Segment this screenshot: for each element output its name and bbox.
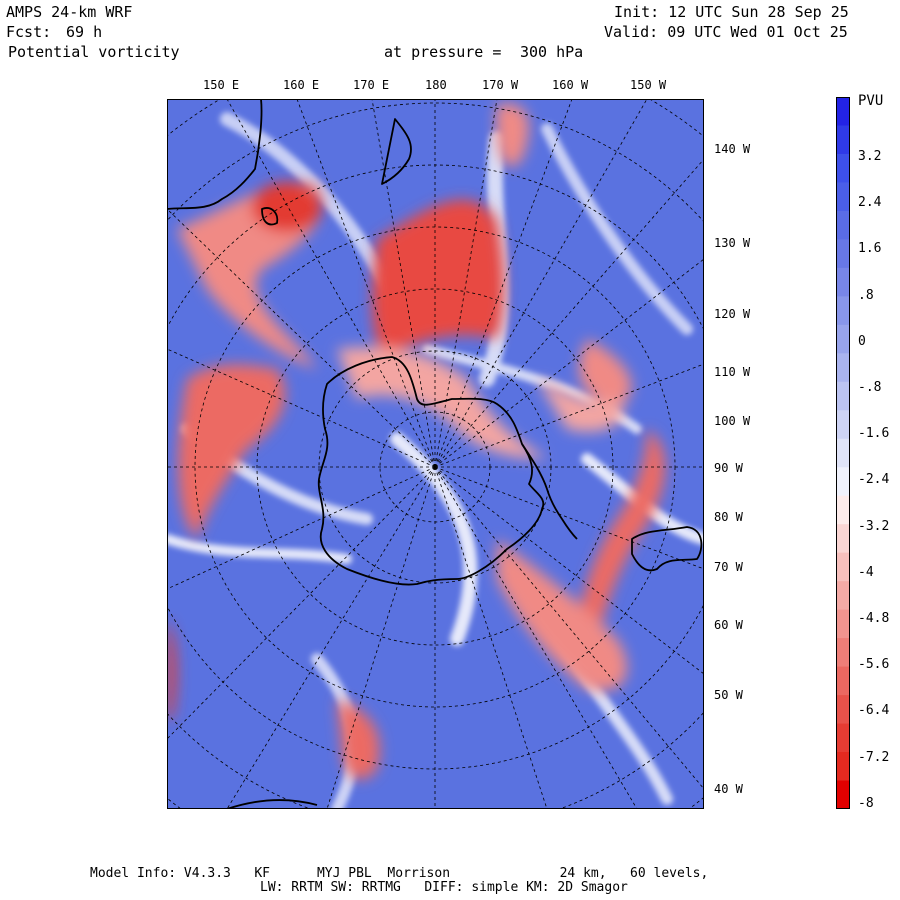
field-name: Potential vorticity (8, 43, 180, 61)
colorbar-swatch (836, 609, 850, 639)
coastlines (167, 99, 703, 809)
colorbar-swatch (836, 723, 850, 753)
colorbar-tick-label: -4.8 (858, 611, 890, 626)
africa-coast (226, 799, 318, 809)
colorbar-swatch (836, 780, 850, 809)
lon-label-right: 70 W (714, 560, 743, 574)
lon-label-top: 160 W (552, 78, 589, 92)
lon-label-right: 60 W (714, 618, 743, 632)
pv-high-anomalies (167, 103, 666, 780)
tasmania-coast (261, 207, 279, 226)
new-zealand-coast (381, 118, 412, 185)
colorbar-unit: PVU (858, 93, 884, 109)
colorbar-swatch (836, 296, 850, 326)
pressure-value: 300 hPa (520, 43, 584, 61)
map-frame (167, 99, 704, 809)
colorbar-swatch (836, 210, 850, 240)
colorbar-frame (836, 97, 850, 809)
colorbar-tick-label: -.8 (858, 380, 882, 395)
valid-time: Valid: 09 UTC Wed 01 Oct 25 (604, 23, 848, 41)
colorbar-swatch (836, 552, 850, 582)
colorbar (836, 97, 850, 809)
antarctic-peninsula-coast (521, 443, 578, 540)
colorbar-swatch (836, 752, 850, 782)
colorbar-tick-label: -7.2 (858, 749, 890, 765)
colorbar-tick-label: -8 (858, 795, 874, 811)
lon-label-top: 150 E (203, 78, 240, 92)
lon-label-right: 120 W (714, 307, 751, 321)
colorbar-swatch (836, 381, 850, 411)
init-time: Init: 12 UTC Sun 28 Sep 25 (614, 3, 849, 21)
colorbar-tick-label: -4 (858, 564, 874, 580)
lon-label-top: 180 (425, 78, 447, 92)
colorbar-swatch (836, 524, 850, 554)
colorbar-tick-label: -2.4 (858, 472, 890, 488)
lon-label-right: 130 W (714, 236, 751, 250)
colorbar-swatch (836, 467, 850, 497)
lon-label-right: 110 W (714, 365, 751, 379)
colorbar-tick-label: 1.6 (858, 241, 882, 257)
colorbar-swatch (836, 239, 850, 269)
colorbar-tick-label: -5.6 (858, 657, 890, 673)
colorbar-swatch (836, 495, 850, 525)
colorbar-swatch (836, 410, 850, 440)
lon-label-right: 90 W (714, 461, 743, 475)
antarctica-coast (317, 356, 545, 586)
colorbar-tick-label: 0 (858, 333, 866, 349)
colorbar-swatch (836, 353, 850, 383)
lon-label-right: 140 W (714, 142, 751, 156)
pv-map (167, 99, 704, 809)
lon-label-right: 40 W (714, 782, 743, 796)
colorbar-tick-label: -3.2 (858, 518, 890, 534)
lon-label-right: 100 W (714, 414, 751, 428)
lon-label-top: 160 E (283, 78, 320, 92)
colorbar-tick-label: -1.6 (858, 426, 890, 442)
colorbar-swatch (836, 666, 850, 696)
model-info-line1: Model Info: V4.3.3 KF MYJ PBL Morrison 2… (90, 866, 709, 881)
lon-label-top: 150 W (630, 78, 667, 92)
colorbar-swatch (836, 267, 850, 297)
colorbar-tick-label: 3.2 (858, 149, 882, 164)
colorbar-swatch (836, 125, 850, 155)
colorbar-swatch (836, 182, 850, 212)
lon-label-top: 170 W (482, 78, 519, 92)
model-title: AMPS 24-km WRF (6, 3, 133, 21)
colorbar-tick-label: .8 (858, 287, 874, 303)
pressure-label: at pressure = (384, 43, 502, 61)
colorbar-tick-label: 2.4 (858, 195, 882, 211)
lon-label-right: 50 W (714, 688, 743, 702)
colorbar-swatch (836, 581, 850, 611)
lon-label-right: 80 W (714, 510, 743, 524)
colorbar-swatch (836, 97, 850, 127)
model-info-line2: LW: RRTM SW: RRTMG DIFF: simple KM: 2D S… (260, 880, 628, 895)
south-america-coast (631, 526, 703, 572)
colorbar-swatch (836, 153, 850, 184)
forecast-label: Fcst: (6, 23, 52, 41)
colorbar-swatch (836, 438, 850, 468)
australia-coast (167, 99, 263, 210)
forecast-hours: 69 h (66, 23, 103, 41)
colorbar-swatch (836, 695, 850, 725)
colorbar-swatch (836, 324, 850, 354)
lon-label-top: 170 E (353, 78, 390, 92)
colorbar-tick-label: -6.4 (858, 703, 890, 719)
graticule (167, 99, 704, 809)
colorbar-swatch (836, 638, 850, 668)
